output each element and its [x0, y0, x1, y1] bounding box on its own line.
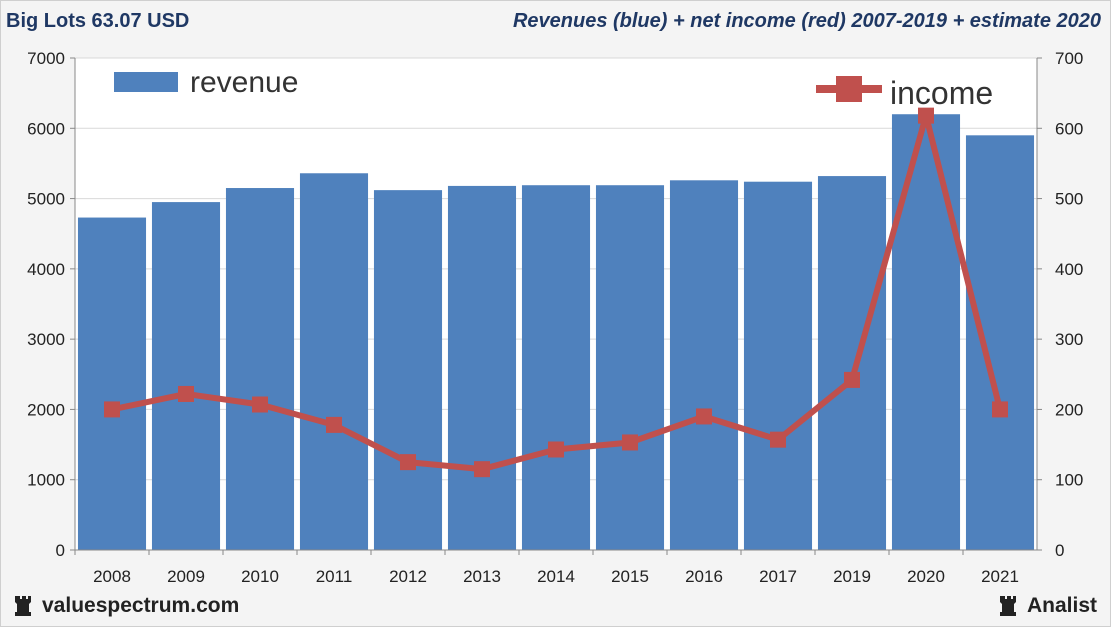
left-tick-label: 2000	[27, 400, 65, 419]
revenue-legend: revenue	[114, 66, 298, 99]
x-axis-ticks: 2008 2009 2010 2011 2012 2013 2014 2015 2016 2017…	[74, 550, 1019, 586]
x-tick-label: 2012	[389, 567, 427, 586]
revenue-bar	[965, 135, 1035, 551]
revenue-bar	[225, 188, 295, 550]
rook-icon	[15, 596, 31, 616]
x-tick-label: 2010	[241, 567, 279, 586]
revenue-bar	[595, 185, 665, 550]
income-point	[104, 401, 120, 418]
left-tick-label: 6000	[27, 119, 65, 138]
left-tick-label: 7000	[27, 49, 65, 68]
revenue-bar	[299, 173, 369, 551]
revenue-bar	[77, 217, 147, 550]
income-point	[548, 441, 564, 458]
right-tick-label: 200	[1055, 400, 1083, 419]
revenue-bar	[669, 180, 739, 550]
left-tick-label: 1000	[27, 471, 65, 490]
chart-title: Big Lots 63.07 USD	[6, 10, 190, 32]
x-tick-label: 2014	[537, 567, 575, 586]
revenue-legend-swatch	[114, 72, 178, 92]
income-point	[992, 401, 1008, 418]
revenue-legend-label: revenue	[190, 66, 298, 99]
x-tick-label: 2008	[93, 567, 131, 586]
revenue-bar	[373, 190, 443, 550]
x-tick-label: 2013	[463, 567, 501, 586]
income-point	[252, 396, 268, 413]
income-point	[844, 371, 860, 388]
chart-subtitle: Revenues (blue) + net income (red) 2007-…	[512, 10, 1101, 32]
x-tick-label: 2020	[907, 567, 945, 586]
x-tick-label: 2015	[611, 567, 649, 586]
right-tick-label: 700	[1055, 49, 1083, 68]
right-tick-label: 0	[1055, 541, 1064, 560]
revenue-bars	[77, 114, 1035, 551]
footer-site-label: valuespectrum.com	[42, 594, 240, 617]
left-tick-label: 3000	[27, 330, 65, 349]
x-tick-label: 2021	[981, 567, 1019, 586]
x-tick-label: 2017	[759, 567, 797, 586]
revenue-bar	[447, 185, 517, 551]
left-axis-ticks: 0 1000 2000 3000 4000 5000 6000 7000	[27, 49, 75, 560]
income-point	[400, 454, 416, 471]
x-tick-label: 2016	[685, 567, 723, 586]
footer-site: valuespectrum.com	[14, 594, 239, 618]
revenue-bar	[521, 185, 591, 550]
rook-icon	[999, 596, 1016, 616]
income-point	[622, 434, 638, 451]
revenue-bar	[891, 114, 961, 550]
right-tick-label: 500	[1055, 190, 1083, 209]
right-tick-label: 100	[1055, 471, 1083, 490]
income-legend: income	[816, 75, 993, 111]
x-tick-label: 2019	[833, 567, 871, 586]
income-legend-label: income	[890, 75, 993, 111]
right-tick-label: 600	[1055, 119, 1083, 138]
income-point	[696, 408, 712, 425]
income-point	[474, 461, 490, 478]
revenue-bar	[151, 202, 221, 551]
footer-brand: Analist	[999, 594, 1097, 618]
left-tick-label: 4000	[27, 260, 65, 279]
income-point	[178, 385, 194, 402]
left-tick-label: 0	[56, 541, 65, 560]
x-tick-label: 2009	[167, 567, 205, 586]
right-axis-ticks: 0 100 200 300 400 500 600 700	[1037, 49, 1083, 560]
revenue-bar	[743, 181, 813, 550]
income-point	[770, 431, 786, 448]
income-legend-marker	[836, 76, 862, 102]
footer-brand-label: Analist	[1026, 594, 1097, 617]
x-tick-label: 2011	[316, 567, 353, 586]
income-point	[326, 416, 342, 433]
left-tick-label: 5000	[27, 190, 65, 209]
axes	[74, 58, 1038, 551]
income-line	[104, 107, 1008, 478]
right-tick-label: 300	[1055, 330, 1083, 349]
revenue-bar	[817, 176, 887, 550]
income-point	[918, 107, 934, 124]
right-tick-label: 400	[1055, 260, 1083, 279]
